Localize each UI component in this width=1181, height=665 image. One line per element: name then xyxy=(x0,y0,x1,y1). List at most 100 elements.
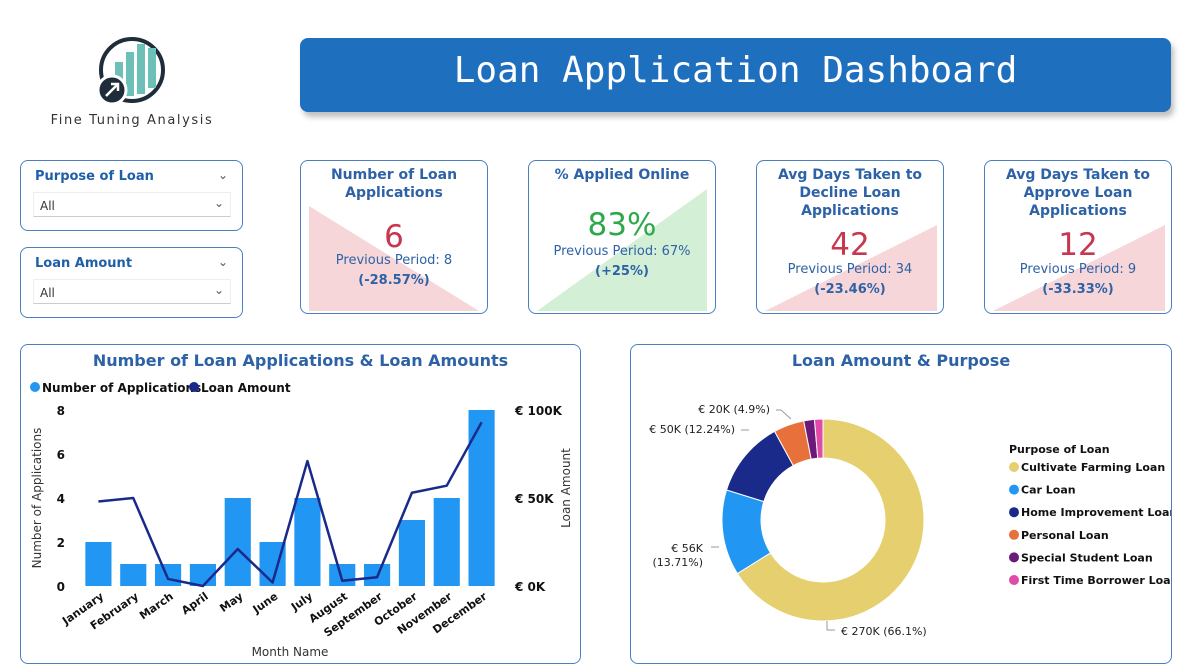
legend-label: Number of Applications xyxy=(42,381,201,395)
legend-marker xyxy=(1009,484,1019,495)
y2-axis-label: Loan Amount xyxy=(559,448,573,528)
y-tick-label: 0 xyxy=(57,580,65,594)
legend-marker xyxy=(30,382,40,392)
bar-november[interactable] xyxy=(433,498,460,586)
kpi-value: 6 xyxy=(384,219,404,255)
chevron-down-icon[interactable]: ⌄ xyxy=(217,168,228,182)
chart-legend: Number of Applications Loan Amount xyxy=(30,381,291,395)
bar-august[interactable] xyxy=(329,564,356,586)
y-tick-label: 8 xyxy=(57,404,65,418)
bar-chart-arrow-icon xyxy=(96,37,165,106)
kpi-card-number-of-applications[interactable]: Number of Loan Applications 6 Previous P… xyxy=(300,160,488,314)
legend-marker xyxy=(1009,575,1019,585)
chart-title: Number of Loan Applications & Loan Amoun… xyxy=(92,351,509,370)
kpi-value: 83% xyxy=(587,207,657,243)
x-tick-label: May xyxy=(217,590,245,615)
kpi-previous-period: Previous Period: 67% xyxy=(553,244,691,259)
kpi-title: Avg Days Taken to Decline Loan Applicati… xyxy=(757,166,943,220)
y2-tick-label: € 100K xyxy=(514,404,563,418)
kpi-change: (-33.33%) xyxy=(1042,282,1114,297)
legend-label[interactable]: Car Loan xyxy=(1021,484,1076,497)
donut-legend: Purpose of Loan Cultivate Farming Loan Car… xyxy=(1009,443,1172,587)
slicer-value: All xyxy=(40,199,55,213)
kpi-title: Avg Days Taken to Approve Loan Applicati… xyxy=(985,166,1171,220)
bar-january[interactable] xyxy=(85,542,112,586)
donut-chart[interactable]: € 270K (66.1%) € 56K(13.71%) € 50K (12.24%… xyxy=(631,345,1172,664)
kpi-value: 42 xyxy=(830,227,870,263)
chevron-down-icon[interactable]: ⌄ xyxy=(213,283,224,297)
x-tick-label: April xyxy=(179,590,211,617)
kpi-change: (-23.46%) xyxy=(814,282,886,297)
legend-label[interactable]: Home Improvement Loan xyxy=(1021,506,1172,519)
legend-marker xyxy=(1009,507,1019,518)
kpi-card-avg-days-decline[interactable]: Avg Days Taken to Decline Loan Applicati… xyxy=(756,160,944,314)
slicer-dropdown[interactable]: All ⌄ xyxy=(33,279,231,304)
kpi-change: (+25%) xyxy=(595,264,649,279)
dashboard-title: Loan Application Dashboard xyxy=(453,49,1018,91)
slice-label: € 50K (12.24%) xyxy=(649,423,735,436)
y2-tick-label: € 0K xyxy=(514,580,546,594)
trend-background xyxy=(765,225,937,311)
kpi-title-line: Applications xyxy=(1029,203,1127,219)
legend-marker xyxy=(1009,462,1019,472)
x-axis-label: Month Name xyxy=(252,645,329,659)
legend-label: Loan Amount xyxy=(201,381,291,395)
bar-may[interactable] xyxy=(224,498,251,586)
x-tick-label: March xyxy=(137,590,176,623)
bar-march[interactable] xyxy=(155,564,182,586)
legend-title: Purpose of Loan xyxy=(1009,443,1110,456)
kpi-title-line: Decline Loan xyxy=(799,185,901,201)
kpi-title-line: Avg Days Taken to xyxy=(1005,167,1151,183)
panel-applications-amounts[interactable]: Number of Loan Applications & Loan Amoun… xyxy=(20,344,581,664)
brand-name: Fine Tuning Analysis xyxy=(50,113,214,128)
leader-line xyxy=(776,409,792,420)
legend-label[interactable]: Personal Loan xyxy=(1021,529,1109,542)
chevron-down-icon[interactable]: ⌄ xyxy=(213,196,224,210)
trend-background xyxy=(993,225,1165,311)
slice-label: (13.71%) xyxy=(652,556,703,569)
bar-february[interactable] xyxy=(120,564,147,586)
y-axis-label: Number of Applications xyxy=(30,428,44,569)
y-tick-label: 4 xyxy=(57,492,65,506)
trend-background xyxy=(537,189,707,311)
company-logo: Fine Tuning Analysis xyxy=(22,28,242,133)
slicer-value: All xyxy=(40,286,55,300)
y-tick-label: 2 xyxy=(57,536,65,550)
bar-july[interactable] xyxy=(294,498,321,586)
y-tick-label: 6 xyxy=(57,448,65,462)
slice-first-time-borrower-loan[interactable] xyxy=(813,418,824,459)
slice-label: € 56K xyxy=(671,542,703,555)
trend-background xyxy=(309,206,479,311)
legend-label[interactable]: First Time Borrower Loan xyxy=(1021,574,1172,587)
leader-line xyxy=(826,621,835,631)
kpi-title: Number of Loan Applications xyxy=(301,166,487,202)
legend-marker xyxy=(189,382,199,392)
kpi-card-applied-online[interactable]: % Applied Online 83% Previous Period: 67… xyxy=(528,160,716,314)
slice-label: € 270K (66.1%) xyxy=(841,625,927,638)
title-banner: Loan Application Dashboard xyxy=(300,38,1171,112)
legend-label[interactable]: Cultivate Farming Loan xyxy=(1021,461,1165,474)
combo-chart[interactable]: Number of Applications Loan Amount02468€ … xyxy=(21,345,581,664)
slicer-loan-amount[interactable]: Loan Amount ⌄ All ⌄ xyxy=(20,247,243,318)
slicer-title: Loan Amount xyxy=(35,256,133,271)
kpi-previous-period: Previous Period: 9 xyxy=(1019,262,1137,277)
chart-title: Loan Amount & Purpose xyxy=(791,351,1011,370)
kpi-previous-period: Previous Period: 8 xyxy=(335,253,453,268)
kpi-card-avg-days-approve[interactable]: Avg Days Taken to Approve Loan Applicati… xyxy=(984,160,1172,314)
panel-amount-purpose[interactable]: Loan Amount & Purpose € 270K (66.1%) € 56… xyxy=(630,344,1172,664)
legend-label[interactable]: Special Student Loan xyxy=(1021,551,1153,564)
x-tick-label: July xyxy=(288,590,315,614)
slicer-purpose-of-loan[interactable]: Purpose of Loan ⌄ All ⌄ xyxy=(20,160,243,231)
slice-label: € 20K (4.9%) xyxy=(698,403,770,416)
kpi-title-line: Applications xyxy=(801,203,899,219)
chevron-down-icon[interactable]: ⌄ xyxy=(217,255,228,269)
legend-marker xyxy=(1009,529,1019,540)
loan-amount-line[interactable] xyxy=(98,421,483,588)
kpi-title-line: Avg Days Taken to xyxy=(777,167,923,183)
slice-cultivate-farming-loan[interactable] xyxy=(736,418,925,622)
y2-tick-label: € 50K xyxy=(514,492,554,506)
kpi-previous-period: Previous Period: 34 xyxy=(787,262,913,277)
kpi-title-line: Number of Loan xyxy=(330,167,458,183)
bar-october[interactable] xyxy=(398,520,425,586)
slicer-dropdown[interactable]: All ⌄ xyxy=(33,192,231,217)
